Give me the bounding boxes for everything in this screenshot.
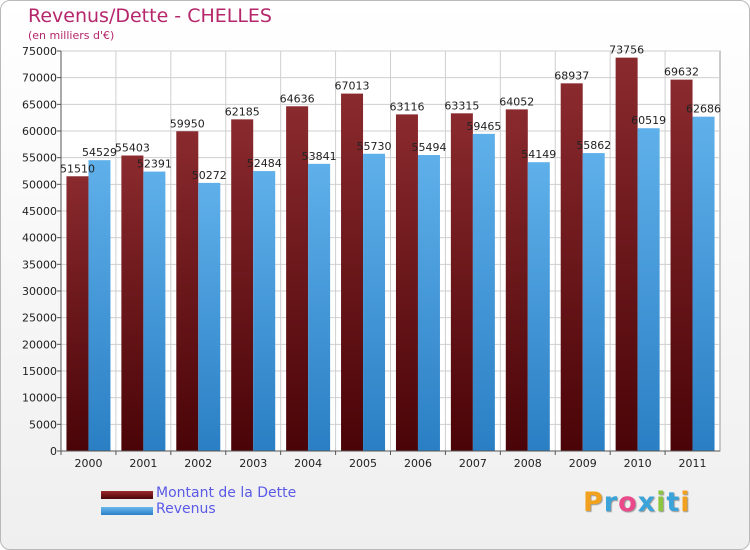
bar-dette-2003 [231, 119, 254, 451]
y-tick-label-15000: 15000 [22, 365, 57, 378]
y-tick-label-75000: 75000 [22, 45, 57, 58]
y-tick-label-20000: 20000 [22, 338, 57, 351]
data-label-revenus-2000: 54529 [82, 146, 117, 159]
bar-dette-2006 [395, 114, 418, 451]
x-tick-label-2003: 2003 [239, 457, 267, 470]
bar-revenus-2003 [253, 171, 276, 451]
data-label-revenus-2009: 55862 [576, 139, 611, 152]
y-tick-label-60000: 60000 [22, 125, 57, 138]
bar-revenus-2008 [527, 162, 550, 452]
data-label-dette-2004: 64636 [280, 92, 315, 105]
logo-letter: P [583, 487, 604, 518]
bar-dette-2007 [450, 113, 473, 451]
bar-revenus-2010 [637, 128, 660, 451]
x-tick-label-2005: 2005 [349, 457, 377, 470]
y-tick-label-40000: 40000 [22, 232, 57, 245]
x-tick-label-2010: 2010 [624, 457, 652, 470]
x-tick-label-2001: 2001 [129, 457, 157, 470]
data-label-dette-2005: 67013 [335, 80, 370, 93]
data-label-dette-2008: 64052 [499, 95, 534, 108]
x-tick-label-2007: 2007 [459, 457, 487, 470]
y-tick-label-5000: 5000 [29, 418, 57, 431]
bar-revenus-2009 [582, 153, 605, 451]
legend-label-revenus: Revenus [156, 501, 216, 517]
chart-subtitle: (en milliers d'€) [28, 29, 115, 42]
x-tick-label-2011: 2011 [679, 457, 707, 470]
chart-title: Revenus/Dette - CHELLES [28, 5, 272, 27]
logo-letter: x [637, 487, 657, 518]
bar-dette-2000 [66, 176, 89, 451]
y-tick-label-55000: 55000 [22, 152, 57, 165]
bar-dette-2004 [286, 106, 309, 452]
data-label-revenus-2010: 60519 [631, 114, 666, 127]
bar-revenus-2004 [308, 163, 331, 451]
y-tick-label-25000: 25000 [22, 312, 57, 325]
bar-dette-2011 [670, 79, 693, 451]
bar-revenus-2002 [198, 182, 221, 451]
bar-revenus-2006 [417, 155, 440, 452]
legend-swatch-dette [101, 491, 153, 499]
x-tick-label-2008: 2008 [514, 457, 542, 470]
data-label-revenus-2011: 62686 [686, 103, 721, 116]
y-tick-label-65000: 65000 [22, 98, 57, 111]
bar-dette-2008 [505, 109, 528, 451]
y-tick-label-30000: 30000 [22, 285, 57, 298]
x-tick-label-2002: 2002 [184, 457, 212, 470]
y-tick-label-10000: 10000 [22, 392, 57, 405]
x-tick-label-2004: 2004 [294, 457, 322, 470]
logo-letter: t [666, 487, 681, 518]
data-label-dette-2011: 69632 [664, 66, 699, 79]
data-label-dette-2000: 51510 [60, 162, 95, 175]
data-label-dette-2003: 62185 [225, 105, 260, 118]
data-label-dette-2009: 68937 [554, 69, 589, 82]
x-tick-label-2009: 2009 [569, 457, 597, 470]
data-label-revenus-2003: 52484 [247, 157, 282, 170]
data-label-dette-2007: 63315 [444, 99, 479, 112]
bar-revenus-2001 [143, 171, 166, 451]
bar-revenus-2007 [472, 133, 495, 451]
bar-dette-2009 [560, 83, 583, 451]
x-tick-label-2006: 2006 [404, 457, 432, 470]
data-label-dette-2006: 63116 [389, 100, 424, 113]
bar-revenus-2005 [363, 153, 386, 452]
logo-letter: r [603, 487, 619, 518]
bar-dette-2010 [615, 57, 638, 451]
logo-letter: o [618, 487, 638, 518]
data-label-revenus-2006: 55494 [411, 141, 446, 154]
y-tick-label-0: 0 [50, 445, 57, 458]
y-tick-label-45000: 45000 [22, 205, 57, 218]
grid-lines [60, 50, 721, 452]
bar-dette-2005 [341, 93, 364, 451]
data-label-dette-2010: 73756 [609, 44, 644, 57]
data-label-revenus-2008: 54149 [521, 148, 556, 161]
legend-swatch-revenus [101, 507, 153, 515]
data-label-revenus-2001: 52391 [137, 158, 172, 171]
data-label-revenus-2002: 50272 [192, 169, 227, 182]
axes: 0 5000 10000 15000 20000 25000 30000 35000 40000… [22, 45, 720, 470]
proxiti-logo: Proxiti [583, 487, 691, 518]
logo-letter: i [656, 487, 667, 518]
logo-letter: i [680, 487, 691, 518]
x-tick-label-2000: 2000 [74, 457, 102, 470]
data-label-revenus-2007: 59465 [466, 120, 501, 133]
y-tick-label-70000: 70000 [22, 72, 57, 85]
y-tick-label-35000: 35000 [22, 258, 57, 271]
bar-revenus-2000 [88, 160, 111, 452]
y-tick-label-50000: 50000 [22, 178, 57, 191]
data-label-revenus-2005: 55730 [357, 140, 392, 153]
data-label-dette-2001: 55403 [115, 142, 150, 155]
bar-dette-2002 [176, 131, 199, 451]
legend-label-dette: Montant de la Dette [156, 485, 297, 501]
bar-revenus-2011 [692, 116, 715, 451]
bars [66, 57, 715, 452]
data-label-dette-2002: 59950 [170, 117, 205, 130]
data-label-revenus-2004: 53841 [302, 150, 337, 163]
bar-dette-2001 [121, 155, 144, 451]
